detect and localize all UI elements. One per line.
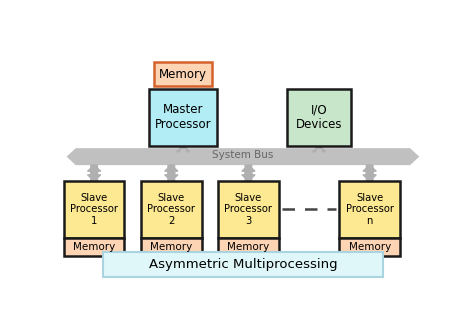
FancyArrow shape [363,165,376,181]
Text: Slave
Processor
1: Slave Processor 1 [70,193,118,226]
FancyArrow shape [312,146,326,152]
FancyBboxPatch shape [339,181,400,238]
Text: Memory: Memory [73,242,115,252]
FancyBboxPatch shape [141,181,201,238]
FancyBboxPatch shape [218,238,279,256]
Text: I/O
Devices: I/O Devices [296,103,342,131]
FancyArrow shape [164,165,178,181]
FancyBboxPatch shape [218,181,279,238]
FancyBboxPatch shape [154,62,212,86]
FancyArrow shape [177,142,190,148]
Text: Asymmetric Multiprocessing: Asymmetric Multiprocessing [149,258,337,271]
Text: Slave
Processor
2: Slave Processor 2 [147,193,195,226]
FancyArrow shape [88,165,101,181]
Text: Memory: Memory [150,242,192,252]
Text: Memory: Memory [159,68,207,81]
FancyBboxPatch shape [339,238,400,256]
Text: Slave
Processor
3: Slave Processor 3 [224,193,273,226]
FancyBboxPatch shape [287,89,351,146]
FancyArrow shape [164,165,178,181]
FancyArrow shape [312,142,326,148]
FancyArrow shape [177,146,190,152]
FancyBboxPatch shape [149,89,217,146]
Text: Memory: Memory [228,242,270,252]
FancyBboxPatch shape [64,238,125,256]
Text: Memory: Memory [348,242,391,252]
FancyArrow shape [242,165,255,181]
Text: Slave
Processor
n: Slave Processor n [346,193,394,226]
Text: System Bus: System Bus [212,151,273,160]
FancyArrow shape [242,165,255,181]
Text: Master
Processor: Master Processor [155,103,211,131]
FancyBboxPatch shape [141,238,201,256]
Polygon shape [66,148,419,165]
FancyBboxPatch shape [103,252,383,277]
FancyBboxPatch shape [64,181,125,238]
FancyArrow shape [88,165,101,181]
FancyArrow shape [363,165,376,181]
